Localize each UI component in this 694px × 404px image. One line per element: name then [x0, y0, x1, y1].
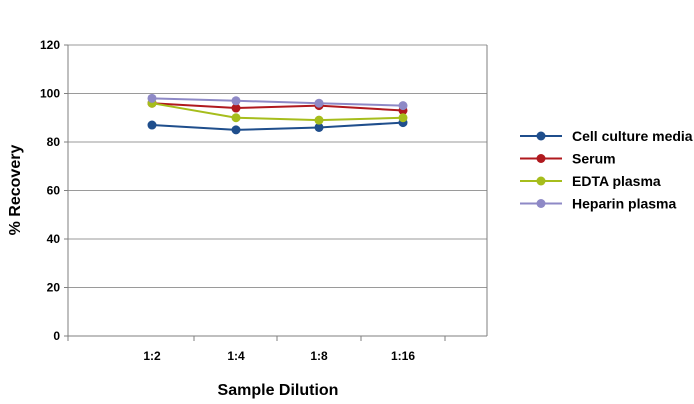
series-3	[147, 93, 408, 111]
data-point	[314, 98, 324, 108]
y-tick-label: 40	[47, 232, 61, 246]
legend-item: Cell culture media	[520, 128, 693, 144]
data-point	[231, 96, 241, 106]
data-point	[314, 122, 324, 132]
legend-item: Serum	[520, 151, 616, 167]
legend-marker	[536, 199, 546, 208]
legend-marker	[536, 131, 546, 141]
data-point	[231, 103, 241, 113]
x-axis-ticks: 1:2 1:4 1:8 1:16	[67, 336, 446, 363]
y-axis-ticks: 0 20 40 60 80 100 120	[40, 38, 68, 343]
data-point	[314, 115, 324, 125]
data-point	[398, 101, 408, 111]
legend-item: Heparin plasma	[520, 196, 676, 212]
legend: Cell culture media Serum EDTA plasma Hepari…	[520, 128, 693, 212]
y-tick-label: 60	[47, 184, 61, 198]
series-line	[151, 102, 404, 122]
x-tick-label: 1:16	[391, 349, 415, 363]
grid-lines	[68, 44, 487, 288]
y-tick-label: 100	[40, 87, 60, 101]
series-line	[151, 121, 404, 131]
x-tick-label: 1:2	[143, 349, 161, 363]
series-line	[151, 97, 404, 107]
data-point	[398, 113, 408, 123]
y-axis-title: % Recovery	[7, 145, 24, 236]
y-tick-label: 20	[47, 281, 61, 295]
y-tick-label: 0	[53, 329, 60, 343]
data-point	[231, 113, 241, 123]
series-group	[147, 93, 408, 135]
legend-label: EDTA plasma	[572, 173, 661, 189]
data-point	[231, 125, 241, 135]
legend-label: Cell culture media	[572, 128, 693, 144]
series-0	[147, 118, 408, 135]
y-tick-label: 120	[40, 38, 60, 52]
legend-label: Heparin plasma	[572, 196, 676, 212]
series-line	[151, 102, 404, 112]
y-tick-label: 80	[47, 135, 61, 149]
x-tick-label: 1:8	[310, 349, 328, 363]
legend-item: EDTA plasma	[520, 173, 661, 189]
data-point	[147, 93, 157, 103]
x-axis-title: Sample Dilution	[218, 382, 339, 399]
legend-marker	[536, 154, 546, 163]
x-tick-label: 1:4	[227, 349, 245, 363]
data-point	[147, 120, 157, 130]
legend-marker	[536, 176, 546, 186]
legend-label: Serum	[572, 151, 616, 167]
